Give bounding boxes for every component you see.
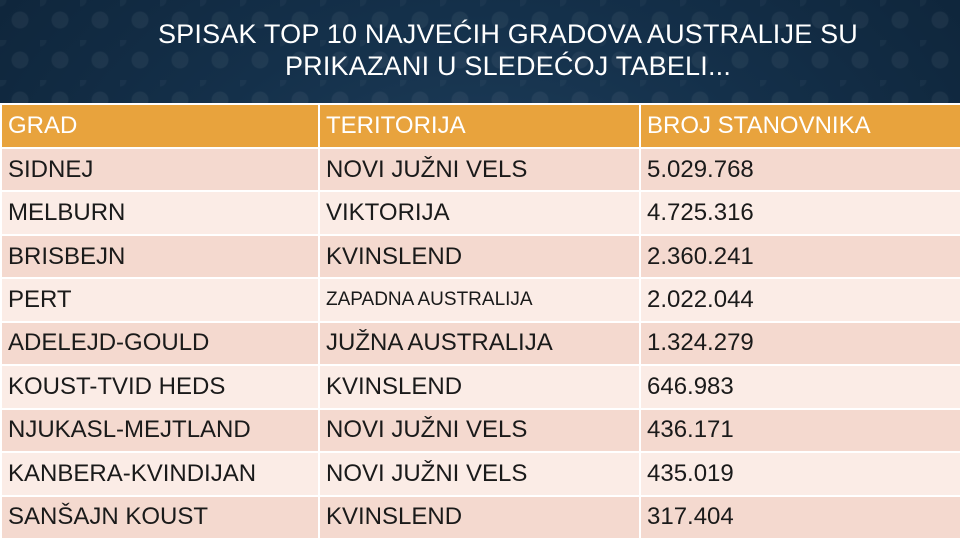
- cell-territory: NOVI JUŽNI VELS: [318, 451, 641, 497]
- cell-territory: VIKTORIJA: [318, 190, 641, 236]
- header-population: BROJ STANOVNIKA: [639, 103, 960, 149]
- background-pattern: [0, 0, 960, 104]
- cell-city: ADELEJD-GOULD: [0, 320, 320, 367]
- table-row: BRISBEJN KVINSLEND 2.360.241: [0, 233, 960, 280]
- cell-population: 646.983: [639, 364, 960, 410]
- cell-city: KANBERA-KVINDIJAN: [0, 451, 320, 497]
- cell-city: SANŠAJN KOUST: [0, 494, 320, 540]
- table-row: NJUKASL-MEJTLAND NOVI JUŽNI VELS 436.171: [0, 407, 960, 454]
- cell-population: 435.019: [639, 451, 960, 497]
- cell-territory: NOVI JUŽNI VELS: [318, 146, 641, 193]
- header-territory: TERITORIJA: [318, 103, 641, 149]
- cell-territory: KVINSLEND: [318, 494, 641, 540]
- table-row: PERT ZAPADNA AUSTRALIJA 2.022.044: [0, 277, 960, 323]
- table-row: MELBURN VIKTORIJA 4.725.316: [0, 190, 960, 236]
- slide-title: SPISAK TOP 10 NAJVEĆIH GRADOVA AUSTRALIJ…: [0, 18, 960, 82]
- cell-territory: NOVI JUŽNI VELS: [318, 407, 641, 454]
- cell-city: PERT: [0, 277, 320, 323]
- header-city: GRAD: [0, 103, 320, 149]
- cell-city: BRISBEJN: [0, 233, 320, 280]
- cell-territory: ZAPADNA AUSTRALIJA: [318, 277, 641, 323]
- cities-table: GRAD TERITORIJA BROJ STANOVNIKA SIDNEJ N…: [0, 103, 960, 540]
- cell-population: 5.029.768: [639, 146, 960, 193]
- slide-title-line-2: PRIKAZANI U SLEDEĆOJ TABELI...: [284, 51, 732, 81]
- cell-territory: JUŽNA AUSTRALIJA: [318, 320, 641, 367]
- table-row: ADELEJD-GOULD JUŽNA AUSTRALIJA 1.324.279: [0, 320, 960, 367]
- table-row: SANŠAJN KOUST KVINSLEND 317.404: [0, 494, 960, 540]
- slide-title-line-1: SPISAK TOP 10 NAJVEĆIH GRADOVA AUSTRALIJ…: [157, 19, 859, 49]
- cell-population: 2.022.044: [639, 277, 960, 323]
- cell-population: 1.324.279: [639, 320, 960, 367]
- cell-population: 436.171: [639, 407, 960, 454]
- table-header-row: GRAD TERITORIJA BROJ STANOVNIKA: [0, 103, 960, 149]
- cell-territory: KVINSLEND: [318, 233, 641, 280]
- table-row: KANBERA-KVINDIJAN NOVI JUŽNI VELS 435.01…: [0, 451, 960, 497]
- cell-city: KOUST-TVID HEDS: [0, 364, 320, 410]
- cell-population: 4.725.316: [639, 190, 960, 236]
- cell-city: MELBURN: [0, 190, 320, 236]
- cell-city: NJUKASL-MEJTLAND: [0, 407, 320, 454]
- cell-city: SIDNEJ: [0, 146, 320, 193]
- cell-population: 317.404: [639, 494, 960, 540]
- cell-population: 2.360.241: [639, 233, 960, 280]
- table-row: SIDNEJ NOVI JUŽNI VELS 5.029.768: [0, 146, 960, 193]
- cell-territory: KVINSLEND: [318, 364, 641, 410]
- table-row: KOUST-TVID HEDS KVINSLEND 646.983: [0, 364, 960, 410]
